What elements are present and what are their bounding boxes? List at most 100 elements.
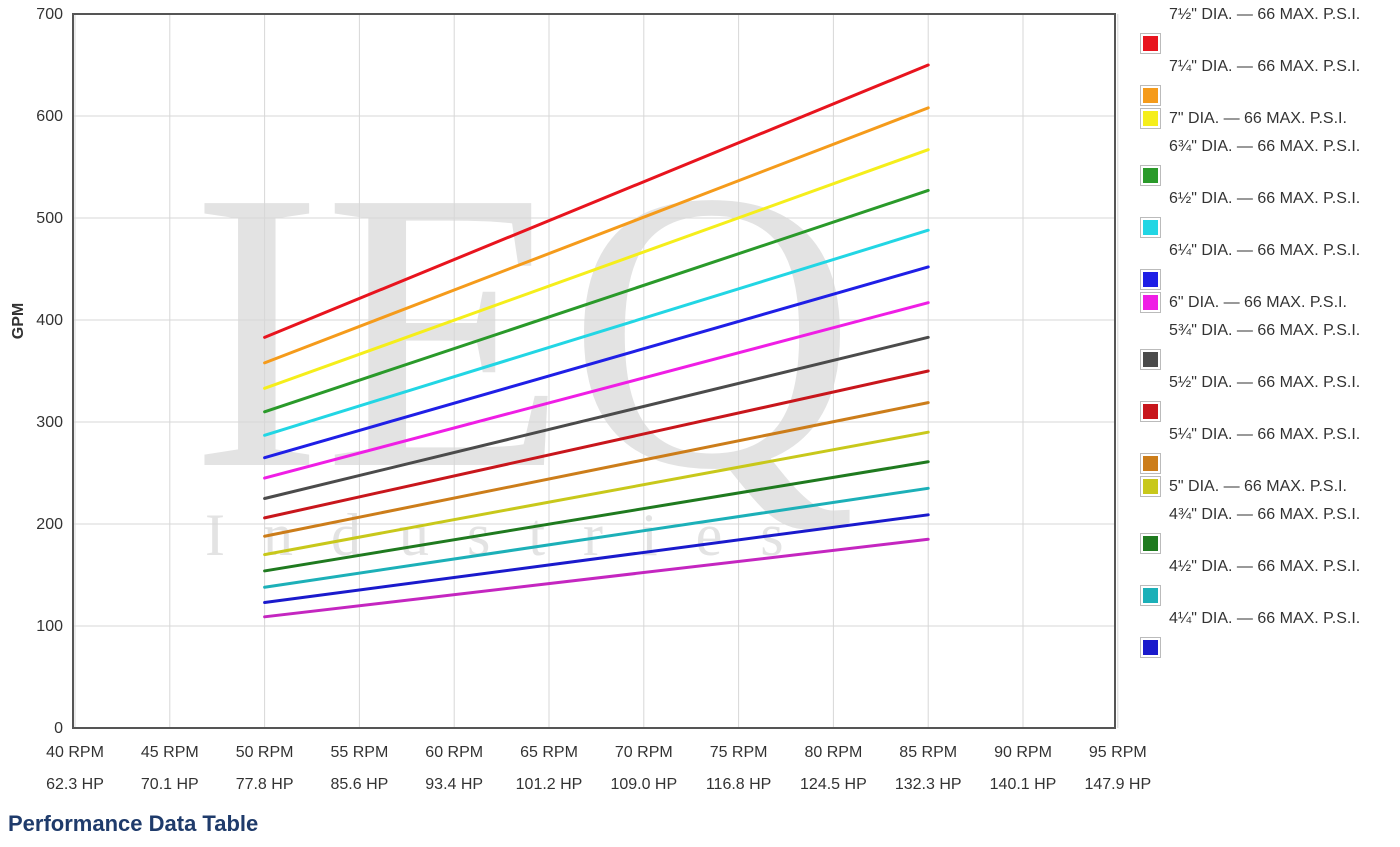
legend-label-13: 4¼" DIA. — 66 MAX. P.S.I. xyxy=(1169,610,1361,627)
legend-label-7: 5¾" DIA. — 66 MAX. P.S.I. xyxy=(1169,322,1361,339)
legend-label-9: 5¼" DIA. — 66 MAX. P.S.I. xyxy=(1169,426,1361,443)
x-tick-hp-label-9: 132.3 HP xyxy=(895,776,962,793)
series-line-2 xyxy=(263,148,930,390)
series-line-4 xyxy=(263,228,930,437)
legend-swatch-fill-10 xyxy=(1143,479,1158,494)
legend-item-7[interactable]: 5¾" DIA. — 66 MAX. P.S.I. xyxy=(1138,319,1398,370)
legend-swatch-fill-11 xyxy=(1143,536,1158,551)
series-line-6 xyxy=(263,301,930,480)
x-tick-rpm-label-7: 75 RPM xyxy=(710,744,768,761)
series-line-8 xyxy=(263,369,930,520)
legend-swatch-4 xyxy=(1140,217,1161,238)
x-tick-hp-label-11: 147.9 HP xyxy=(1084,776,1151,793)
legend-label-5: 6¼" DIA. — 66 MAX. P.S.I. xyxy=(1169,242,1361,259)
y-tick-label-3: 300 xyxy=(36,414,63,431)
x-tick-hp-label-4: 93.4 HP xyxy=(425,776,483,793)
legend-swatch-fill-13 xyxy=(1143,640,1158,655)
series-line-7 xyxy=(263,335,930,500)
x-tick-hp-label-8: 124.5 HP xyxy=(800,776,867,793)
y-tick-label-5: 500 xyxy=(36,210,63,227)
legend-item-3[interactable]: 6¾" DIA. — 66 MAX. P.S.I. xyxy=(1138,135,1398,186)
y-tick-label-2: 200 xyxy=(36,516,63,533)
x-tick-rpm-label-10: 90 RPM xyxy=(994,744,1052,761)
legend-swatch-10 xyxy=(1140,476,1161,497)
legend-item-1[interactable]: 7¼" DIA. — 66 MAX. P.S.I. xyxy=(1138,55,1398,106)
legend-label-11: 4¾" DIA. — 66 MAX. P.S.I. xyxy=(1169,506,1361,523)
legend-label-8: 5½" DIA. — 66 MAX. P.S.I. xyxy=(1169,374,1361,391)
legend-item-4[interactable]: 6½" DIA. — 66 MAX. P.S.I. xyxy=(1138,187,1398,238)
y-tick-label-1: 100 xyxy=(36,618,63,635)
series-line-11 xyxy=(263,460,930,573)
watermark-logo: IEQ Industries xyxy=(190,109,856,568)
y-tick-label-0: 0 xyxy=(54,720,63,737)
series-line-1 xyxy=(263,106,930,365)
legend-swatch-1 xyxy=(1140,85,1161,106)
legend-swatch-fill-3 xyxy=(1143,168,1158,183)
x-tick-hp-label-1: 70.1 HP xyxy=(141,776,199,793)
legend-label-6: 6" DIA. — 66 MAX. P.S.I. xyxy=(1169,294,1347,311)
legend-item-2[interactable]: 7" DIA. — 66 MAX. P.S.I. xyxy=(1138,107,1398,131)
performance-data-table-title: Performance Data Table xyxy=(8,811,259,836)
series-line-10 xyxy=(263,430,930,557)
legend-swatch-6 xyxy=(1140,292,1161,313)
y-axis-label: GPM xyxy=(10,303,27,339)
legend-swatch-fill-12 xyxy=(1143,588,1158,603)
y-tick-label-7: 700 xyxy=(36,6,63,23)
series-line-13 xyxy=(263,513,930,605)
series-line-5 xyxy=(263,265,930,460)
legend-swatch-3 xyxy=(1140,165,1161,186)
legend-item-11[interactable]: 4¾" DIA. — 66 MAX. P.S.I. xyxy=(1138,503,1398,554)
series-line-0 xyxy=(263,63,930,339)
legend-swatch-7 xyxy=(1140,349,1161,370)
legend-swatch-11 xyxy=(1140,533,1161,554)
series-line-12 xyxy=(263,486,930,589)
series-lines xyxy=(263,63,930,619)
x-tick-rpm-label-1: 45 RPM xyxy=(141,744,199,761)
x-tick-hp-label-6: 109.0 HP xyxy=(610,776,677,793)
legend-swatch-8 xyxy=(1140,401,1161,422)
legend-item-5[interactable]: 6¼" DIA. — 66 MAX. P.S.I. xyxy=(1138,239,1398,290)
series-line-3 xyxy=(263,188,930,414)
x-axis-ticks: 40 RPM 45 RPM 50 RPM 55 RPM 60 RPM 65 RPM 70 R… xyxy=(46,744,1151,793)
legend-swatch-fill-6 xyxy=(1143,295,1158,310)
x-tick-rpm-label-2: 50 RPM xyxy=(236,744,294,761)
legend-label-2: 7" DIA. — 66 MAX. P.S.I. xyxy=(1169,110,1347,127)
x-tick-hp-label-2: 77.8 HP xyxy=(236,776,294,793)
legend-label-3: 6¾" DIA. — 66 MAX. P.S.I. xyxy=(1169,138,1361,155)
legend-swatch-fill-1 xyxy=(1143,88,1158,103)
x-tick-rpm-label-4: 60 RPM xyxy=(425,744,483,761)
legend-swatch-fill-2 xyxy=(1143,111,1158,126)
legend-swatch-fill-5 xyxy=(1143,272,1158,287)
legend-item-12[interactable]: 4½" DIA. — 66 MAX. P.S.I. xyxy=(1138,555,1398,606)
legend-swatch-2 xyxy=(1140,108,1161,129)
legend-swatch-fill-0 xyxy=(1143,36,1158,51)
x-tick-hp-label-0: 62.3 HP xyxy=(46,776,104,793)
legend-swatch-fill-8 xyxy=(1143,404,1158,419)
legend-swatch-13 xyxy=(1140,637,1161,658)
x-tick-rpm-label-5: 65 RPM xyxy=(520,744,578,761)
legend-item-0[interactable]: 7½" DIA. — 66 MAX. P.S.I. xyxy=(1138,3,1398,54)
series-line-9 xyxy=(263,401,930,538)
y-axis-ticks: 0 100 200 300 400 500 600 700 xyxy=(36,6,63,737)
x-tick-rpm-label-6: 70 RPM xyxy=(615,744,673,761)
legend-label-12: 4½" DIA. — 66 MAX. P.S.I. xyxy=(1169,558,1361,575)
x-tick-hp-label-3: 85.6 HP xyxy=(330,776,388,793)
legend-label-0: 7½" DIA. — 66 MAX. P.S.I. xyxy=(1169,6,1361,23)
legend-item-8[interactable]: 5½" DIA. — 66 MAX. P.S.I. xyxy=(1138,371,1398,422)
plot-frame xyxy=(72,13,1116,729)
x-tick-hp-label-10: 140.1 HP xyxy=(990,776,1057,793)
x-tick-rpm-label-9: 85 RPM xyxy=(899,744,957,761)
legend-swatch-0 xyxy=(1140,33,1161,54)
x-tick-hp-label-5: 101.2 HP xyxy=(516,776,583,793)
legend-swatch-fill-7 xyxy=(1143,352,1158,367)
legend-label-4: 6½" DIA. — 66 MAX. P.S.I. xyxy=(1169,190,1361,207)
watermark-logo-letters: IEQ xyxy=(190,109,856,552)
x-tick-rpm-label-11: 95 RPM xyxy=(1089,744,1147,761)
legend-item-13[interactable]: 4¼" DIA. — 66 MAX. P.S.I. xyxy=(1138,607,1398,658)
legend-swatch-12 xyxy=(1140,585,1161,606)
legend-item-10[interactable]: 5" DIA. — 66 MAX. P.S.I. xyxy=(1138,475,1398,499)
legend-swatch-9 xyxy=(1140,453,1161,474)
legend-item-6[interactable]: 6" DIA. — 66 MAX. P.S.I. xyxy=(1138,291,1398,315)
legend-item-9[interactable]: 5¼" DIA. — 66 MAX. P.S.I. xyxy=(1138,423,1398,474)
